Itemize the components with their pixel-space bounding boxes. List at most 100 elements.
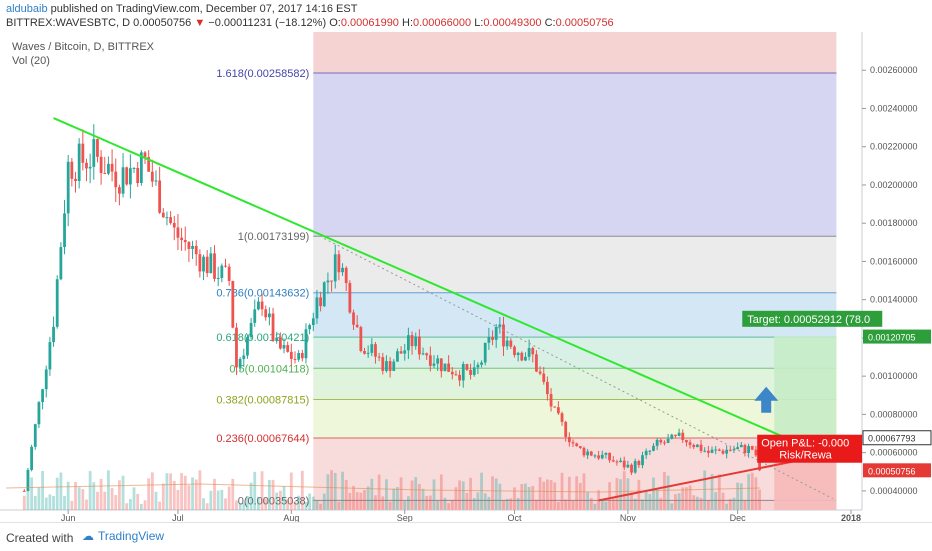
candle	[578, 446, 582, 448]
volume-bar	[450, 499, 454, 510]
candle	[513, 346, 516, 356]
volume-bar	[44, 497, 48, 510]
candle	[524, 356, 527, 361]
volume-bar	[406, 496, 410, 510]
candle	[655, 439, 659, 446]
volume-bar	[663, 471, 666, 510]
candle	[732, 449, 736, 451]
volume-bar	[538, 477, 542, 510]
candle	[257, 301, 260, 310]
volume-bar	[516, 497, 520, 510]
candle	[549, 394, 553, 407]
volume-bar	[714, 492, 718, 510]
candle	[392, 361, 396, 371]
candle	[198, 254, 202, 272]
volume-bar	[509, 498, 513, 510]
candle	[224, 265, 227, 267]
candle	[553, 406, 557, 408]
volume-bar	[556, 502, 560, 510]
volume-bar	[118, 480, 121, 510]
candle	[483, 342, 487, 363]
volume-bar	[567, 476, 571, 510]
volume-bar	[198, 470, 202, 510]
candle	[710, 449, 714, 453]
volume-bar	[483, 493, 487, 510]
volume-bar	[428, 495, 432, 510]
fib-label: 0.5(0.00104118)	[229, 363, 309, 375]
volume-bar	[70, 500, 74, 510]
candle	[169, 217, 173, 223]
candle	[600, 454, 604, 459]
fib-label: 0(0.00035038)	[238, 495, 310, 507]
volume-bar	[257, 496, 260, 510]
candle	[428, 355, 432, 366]
target-label-box	[742, 310, 883, 327]
volume-bar	[213, 478, 216, 510]
volume-bar	[264, 498, 268, 510]
volume-bar	[289, 472, 293, 510]
price-chart[interactable]: 1.618(0.00258582) 1(0.00173199) 0.786(0.00…	[0, 32, 932, 522]
candle	[70, 161, 74, 179]
volume-bar	[692, 495, 696, 510]
candle	[480, 362, 483, 365]
volume-bar	[205, 503, 209, 510]
volume-bar	[282, 486, 286, 510]
volume-bar	[417, 483, 421, 510]
volume-bar	[630, 492, 633, 510]
candle	[527, 348, 531, 357]
candle	[187, 242, 191, 249]
volume-bar	[235, 500, 238, 510]
volume-bar	[648, 494, 652, 510]
candle	[648, 450, 652, 452]
candle	[736, 447, 740, 450]
price-label-box	[863, 329, 931, 344]
volume-bar	[622, 471, 626, 510]
candle	[333, 254, 337, 282]
candle	[154, 180, 158, 182]
candle	[593, 455, 597, 457]
volume-bar	[352, 485, 355, 510]
candle	[725, 449, 729, 454]
volume-bar	[92, 482, 96, 510]
volume-bar	[703, 470, 707, 510]
volume-bar	[410, 480, 414, 510]
volume-bar	[85, 499, 88, 510]
tradingview-link[interactable]: ☁ TradingView	[78, 529, 164, 543]
candle	[754, 449, 758, 456]
volume-bar	[246, 496, 249, 510]
candle	[352, 312, 355, 325]
candle	[747, 446, 750, 454]
candle	[26, 469, 30, 491]
candle	[586, 451, 590, 456]
volume-bar	[66, 481, 70, 510]
candle	[542, 373, 546, 382]
candle	[33, 424, 37, 447]
candle	[110, 163, 114, 172]
author-link[interactable]: aldubaib	[6, 3, 48, 15]
fib-zone	[313, 368, 837, 400]
candle	[414, 336, 418, 347]
candle	[538, 371, 542, 374]
high-label: H:	[402, 17, 413, 29]
candle	[597, 455, 601, 459]
candle	[666, 438, 670, 443]
volume-bar	[520, 483, 524, 510]
candle	[77, 143, 81, 182]
volume-bar	[593, 503, 597, 510]
fib-zone-bottom	[313, 500, 837, 510]
created-with-text: Created with	[6, 531, 74, 545]
dashed-projection	[324, 238, 833, 499]
candle	[458, 374, 462, 381]
volume-bar	[505, 498, 509, 510]
candle	[176, 227, 180, 238]
candle	[63, 213, 66, 248]
x-tick-label: Sep	[397, 513, 413, 522]
volume-bar	[304, 502, 308, 510]
candle	[432, 363, 436, 366]
volume-bar	[564, 499, 568, 510]
volume-bar	[253, 471, 257, 510]
candle	[374, 344, 377, 357]
candle	[659, 439, 663, 443]
candle	[216, 277, 220, 279]
candle	[472, 367, 476, 375]
